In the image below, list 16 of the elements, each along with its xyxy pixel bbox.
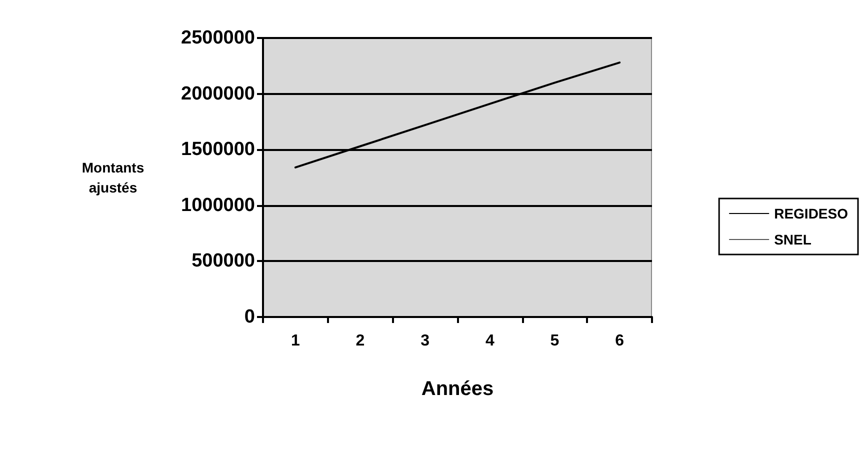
x-axis-title: Années [421,378,494,400]
x-tick-label: 5 [550,332,560,350]
y-tick-label: 2000000 [181,83,255,104]
x-tick-label: 1 [290,332,300,350]
legend-label: SNEL [774,232,812,248]
x-tick-label: 4 [485,332,494,350]
y-tick-label: 2500000 [181,28,255,48]
y-tick-label: 0 [244,306,255,328]
x-tick-label: 3 [420,332,430,350]
x-tick-label: 6 [615,332,624,350]
y-tick-label: 500000 [192,250,255,272]
y-tick-label: 1500000 [181,139,255,160]
y-tick-label: 1000000 [181,194,255,216]
legend-label: REGIDESO [774,206,848,222]
x-tick-label: 2 [356,332,365,350]
y-axis-title: Montants ajustés [82,160,144,196]
